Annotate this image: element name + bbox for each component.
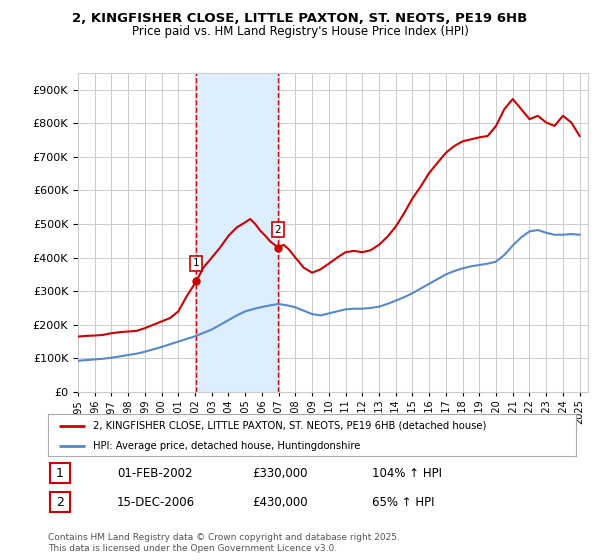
Text: £330,000: £330,000 (252, 466, 308, 480)
Text: 65% ↑ HPI: 65% ↑ HPI (372, 496, 434, 509)
Text: 2, KINGFISHER CLOSE, LITTLE PAXTON, ST. NEOTS, PE19 6HB: 2, KINGFISHER CLOSE, LITTLE PAXTON, ST. … (73, 12, 527, 25)
Text: 15-DEC-2006: 15-DEC-2006 (117, 496, 195, 509)
Text: Price paid vs. HM Land Registry's House Price Index (HPI): Price paid vs. HM Land Registry's House … (131, 25, 469, 38)
Text: Contains HM Land Registry data © Crown copyright and database right 2025.
This d: Contains HM Land Registry data © Crown c… (48, 533, 400, 553)
Text: 1: 1 (56, 466, 64, 480)
Text: 2: 2 (56, 496, 64, 509)
Text: 2: 2 (275, 225, 281, 235)
Text: 104% ↑ HPI: 104% ↑ HPI (372, 466, 442, 480)
Bar (196, 73, 278, 392)
Text: HPI: Average price, detached house, Huntingdonshire: HPI: Average price, detached house, Hunt… (93, 441, 360, 451)
Text: 2, KINGFISHER CLOSE, LITTLE PAXTON, ST. NEOTS, PE19 6HB (detached house): 2, KINGFISHER CLOSE, LITTLE PAXTON, ST. … (93, 421, 486, 431)
Text: 1: 1 (193, 258, 200, 268)
Text: 01-FEB-2002: 01-FEB-2002 (117, 466, 193, 480)
Text: £430,000: £430,000 (252, 496, 308, 509)
